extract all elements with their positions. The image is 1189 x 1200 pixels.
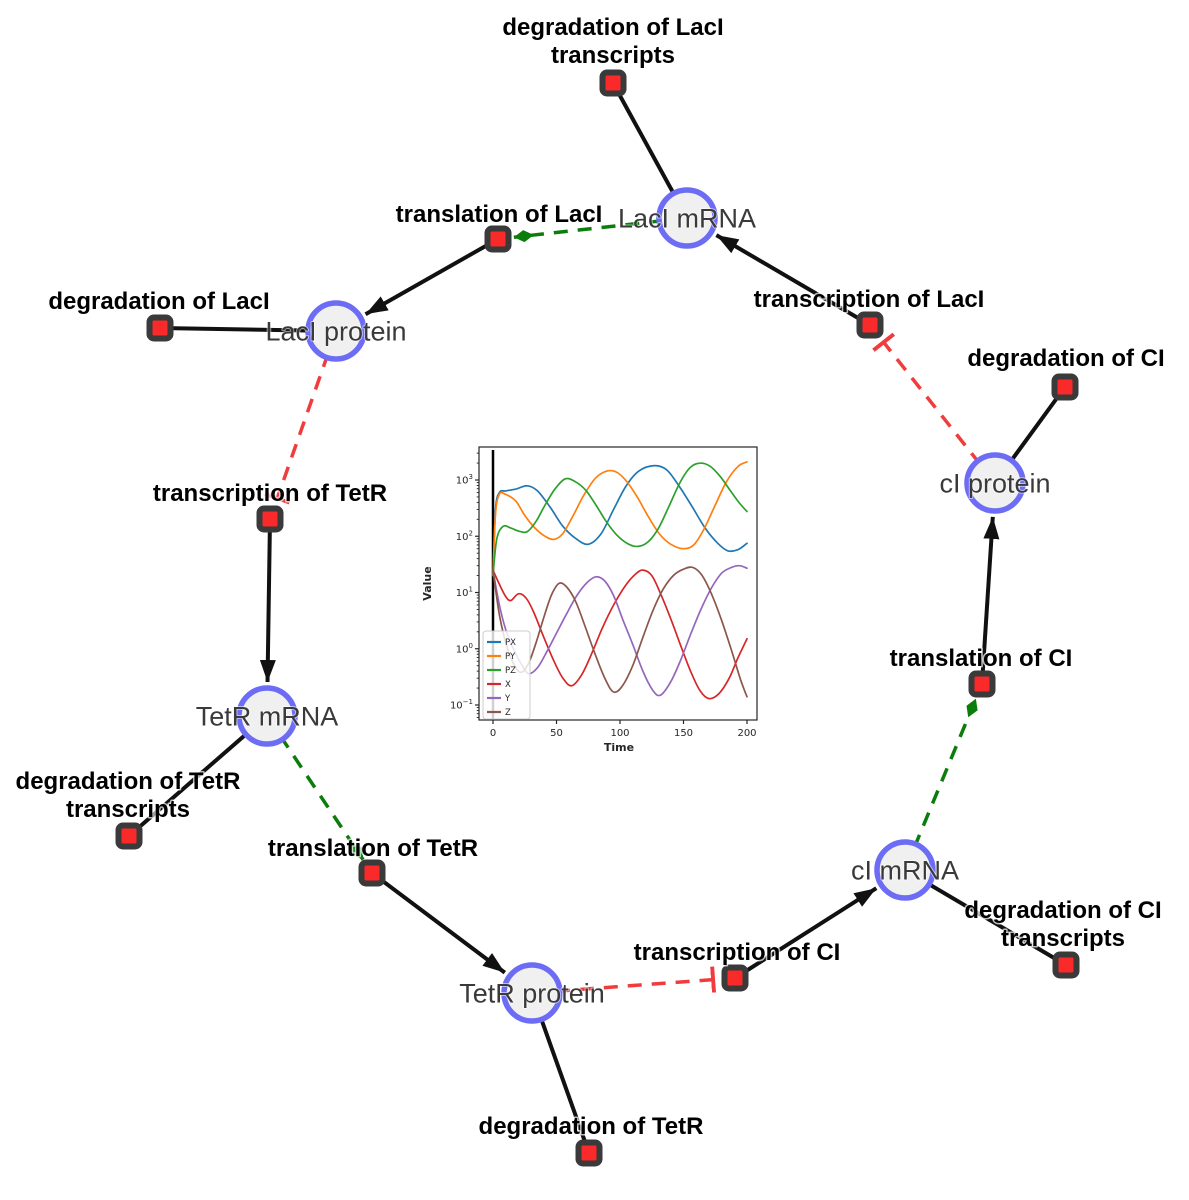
reaction-label-deg-laci-mrna-line1: degradation of LacI	[502, 14, 723, 41]
chart-ytick-1: 100	[456, 642, 473, 656]
reaction-label-deg-tetr-mrna-line1: degradation of TetR	[16, 768, 241, 795]
species-label-ci-protein: cI protein	[939, 469, 1050, 499]
species-node-tetr-protein[interactable]	[501, 962, 563, 1024]
chart-ytick-1000: 103	[456, 473, 473, 487]
reaction-node-deg-laci[interactable]	[146, 314, 174, 342]
reaction-label-transl-tetr: translation of TetR	[268, 835, 478, 862]
chart-legend-label-PX: PX	[505, 638, 516, 648]
chart-xlabel: Time	[604, 741, 634, 754]
reaction-square-transc-laci[interactable]	[856, 311, 884, 339]
species-circle-laci-mrna[interactable]	[656, 187, 718, 249]
chart-ylabel: Value	[421, 566, 434, 600]
edge-plain-ci-mrna-to-deg-ci-mrna	[903, 868, 1068, 967]
species-circle-tetr-protein[interactable]	[501, 962, 563, 1024]
chart-ytick-0.1: 10−1	[450, 698, 473, 712]
reaction-label-deg-tetr: degradation of TetR	[479, 1113, 704, 1140]
edge-arrow-transc-laci-to-laci-mrna	[715, 233, 872, 327]
reaction-label-deg-ci: degradation of CI	[967, 345, 1164, 372]
chart-xtick-150: 150	[674, 728, 693, 739]
reaction-node-transl-laci[interactable]	[484, 225, 512, 253]
reaction-node-deg-ci[interactable]	[1051, 373, 1079, 401]
chart-ytick-10: 101	[456, 586, 473, 600]
chart-legend: PX PY PZ XYZ	[482, 630, 531, 720]
chart-ytick-100: 102	[456, 529, 473, 543]
reaction-label-deg-laci: degradation of LacI	[48, 288, 269, 315]
edge-arrow-transl-ci-to-ci-protein	[980, 516, 1000, 685]
chart-xtick-100: 100	[610, 728, 629, 739]
reaction-square-transl-tetr[interactable]	[358, 859, 386, 887]
edge-arrow-transl-laci-to-laci-protein	[364, 237, 499, 316]
reaction-node-transl-tetr[interactable]	[358, 859, 386, 887]
reaction-label-transc-laci: transcription of LacI	[754, 286, 985, 313]
reaction-square-transc-tetr[interactable]	[256, 505, 284, 533]
reaction-node-deg-tetr[interactable]	[575, 1139, 603, 1167]
species-label-ci-mrna: cI mRNA	[851, 856, 959, 886]
chart-axes: 0 50 100 150 200 10−1 100 101 102 103 Time Value	[421, 452, 757, 754]
chart-line-PZ	[492, 462, 748, 577]
reaction-square-deg-ci-mrna[interactable]	[1052, 951, 1080, 979]
reaction-label-deg-laci-mrna-line2: transcripts	[551, 42, 675, 69]
reaction-node-transc-ci[interactable]	[721, 964, 749, 992]
reaction-square-deg-tetr-mrna[interactable]	[115, 822, 143, 850]
reaction-node-transl-ci[interactable]	[968, 670, 996, 698]
reaction-node-transc-laci[interactable]	[856, 311, 884, 339]
species-node-tetr-mrna[interactable]	[236, 685, 298, 747]
reaction-square-deg-tetr[interactable]	[575, 1139, 603, 1167]
reaction-square-deg-laci[interactable]	[146, 314, 174, 342]
species-circle-ci-mrna[interactable]	[874, 839, 936, 901]
chart-legend-label-PY: PY	[505, 652, 516, 662]
species-node-ci-protein[interactable]	[964, 452, 1026, 514]
chart-legend-label-Y: Y	[504, 694, 511, 704]
species-node-ci-mrna[interactable]	[874, 839, 936, 901]
chart-legend-label-PZ: PZ	[505, 666, 516, 676]
edge-arrow-transc-tetr-to-tetr-mrna	[259, 518, 276, 683]
reaction-label-transl-ci: translation of CI	[890, 645, 1073, 672]
species-label-laci-mrna: LacI mRNA	[618, 204, 756, 234]
reaction-square-deg-ci[interactable]	[1051, 373, 1079, 401]
reaction-square-transl-ci[interactable]	[968, 670, 996, 698]
edge-modifier-ci-mrna-to-transl-ci	[903, 698, 978, 871]
time-series-inset-chart: 0 50 100 150 20010−1100101102103TimeValuePXP…	[421, 446, 758, 754]
chart-line-PX	[492, 464, 748, 577]
nodes-layer	[115, 69, 1080, 1167]
species-circle-laci-protein[interactable]	[305, 300, 367, 362]
species-label-laci-protein: LacI protein	[265, 317, 406, 347]
edge-arrow-transc-ci-to-ci-mrna	[733, 886, 878, 980]
labels-layer: LacI mRNA LacI protein TetR mRNA TetR prote…	[14, 13, 1166, 1142]
reaction-node-deg-laci-mrna[interactable]	[599, 69, 627, 97]
reaction-square-deg-laci-mrna[interactable]	[599, 69, 627, 97]
reaction-square-transc-ci[interactable]	[721, 964, 749, 992]
species-circle-ci-protein[interactable]	[964, 452, 1026, 514]
reaction-node-deg-ci-mrna[interactable]	[1052, 951, 1080, 979]
reaction-label-deg-ci-mrna-line1: degradation of CI	[964, 897, 1161, 924]
reaction-label-deg-tetr-mrna-line2: transcripts	[66, 796, 190, 823]
species-label-tetr-mrna: TetR mRNA	[196, 702, 339, 732]
species-node-laci-protein[interactable]	[305, 300, 367, 362]
reaction-square-transl-laci[interactable]	[484, 225, 512, 253]
reaction-label-transc-tetr: transcription of TetR	[153, 480, 387, 507]
species-node-laci-mrna[interactable]	[656, 187, 718, 249]
edge-arrow-transl-tetr-to-tetr-protein	[370, 871, 506, 975]
chart-line-X	[492, 569, 748, 700]
reaction-node-deg-tetr-mrna[interactable]	[115, 822, 143, 850]
chart-line-PY	[492, 461, 748, 577]
chart-spines	[478, 446, 758, 721]
reaction-label-transl-laci: translation of LacI	[396, 201, 603, 228]
chart-xtick-50: 50	[550, 728, 563, 739]
chart-legend-label-X: X	[505, 680, 511, 690]
chart-xtick-0: 0	[490, 728, 496, 739]
chart-legend-label-Z: Z	[505, 708, 511, 718]
species-label-tetr-protein: TetR protein	[459, 979, 605, 1009]
reaction-label-transc-ci: transcription of CI	[634, 939, 841, 966]
species-circle-tetr-mrna[interactable]	[236, 685, 298, 747]
reaction-node-transc-tetr[interactable]	[256, 505, 284, 533]
chart-xtick-200: 200	[737, 728, 756, 739]
reaction-label-deg-ci-mrna-line2: transcripts	[1001, 925, 1125, 952]
